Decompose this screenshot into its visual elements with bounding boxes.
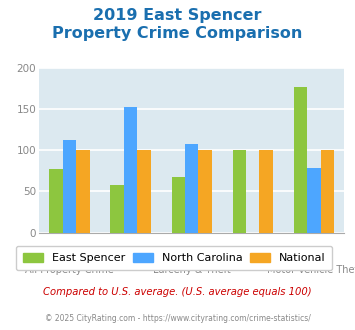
Text: 2019 East Spencer: 2019 East Spencer: [93, 8, 262, 23]
Text: Motor Vehicle Theft: Motor Vehicle Theft: [267, 265, 355, 275]
Bar: [137, 150, 151, 233]
Bar: [260, 150, 273, 233]
Text: © 2025 CityRating.com - https://www.cityrating.com/crime-statistics/: © 2025 CityRating.com - https://www.city…: [45, 314, 310, 323]
Bar: [171, 177, 185, 233]
Bar: [198, 150, 212, 233]
Text: Compared to U.S. average. (U.S. average equals 100): Compared to U.S. average. (U.S. average …: [43, 287, 312, 297]
Text: Larceny & Theft: Larceny & Theft: [153, 265, 231, 275]
Bar: [307, 168, 321, 233]
Bar: [110, 185, 124, 233]
Text: Arson: Arson: [239, 252, 267, 262]
Bar: [294, 87, 307, 233]
Bar: [185, 144, 198, 233]
Bar: [76, 150, 90, 233]
Text: Property Crime Comparison: Property Crime Comparison: [52, 26, 303, 41]
Bar: [49, 169, 63, 233]
Bar: [124, 107, 137, 233]
Bar: [233, 150, 246, 233]
Text: Burglary: Burglary: [110, 252, 151, 262]
Text: All Property Crime: All Property Crime: [25, 265, 114, 275]
Bar: [321, 150, 334, 233]
Legend: East Spencer, North Carolina, National: East Spencer, North Carolina, National: [16, 246, 332, 270]
Bar: [63, 140, 76, 233]
